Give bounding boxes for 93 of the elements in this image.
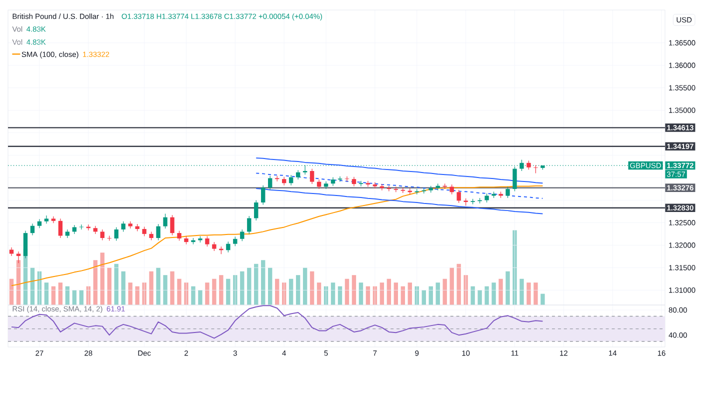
bar [212,278,216,305]
bar [184,282,188,305]
candlestick [352,176,356,187]
candlestick [226,241,230,253]
candlestick [51,216,56,224]
bar [233,275,238,305]
candlestick [100,229,104,241]
bar [470,286,475,305]
candlestick [296,170,300,180]
bar [394,282,398,305]
bar [226,278,230,305]
bar [128,282,132,305]
bar [191,286,196,305]
candlestick [240,229,244,242]
candlestick [261,185,266,206]
candlestick [310,168,314,184]
bar [492,282,496,305]
bar [330,282,336,305]
bar [386,278,392,305]
candlestick [44,215,49,224]
candlestick [254,200,258,221]
bar [526,282,531,305]
bar [114,264,118,305]
bar [261,260,266,305]
bar [436,282,440,305]
bar [170,271,174,305]
candlestick [372,182,378,189]
bar [100,252,104,305]
bar [540,294,545,305]
bar [344,278,350,305]
bar [177,278,182,305]
candlestick [456,190,461,204]
bar [240,271,244,305]
candlestick [344,176,350,182]
candlestick [233,236,238,246]
bar [512,230,517,305]
bar [163,275,168,305]
candlestick [288,174,294,186]
candlestick [121,221,126,232]
bar [450,268,454,305]
candlestick [247,216,252,234]
candlestick [16,251,21,264]
candlestick [30,223,35,236]
bar [408,282,412,305]
bar [58,282,63,305]
candlestick [358,180,364,187]
bar [121,271,126,305]
bar [310,271,314,305]
candlestick [506,186,510,198]
bar [534,282,538,305]
bar [520,278,524,305]
bar [268,268,272,305]
bar [484,286,489,305]
candlestick [177,230,182,241]
candlestick [450,184,454,195]
bar [142,282,146,305]
bar [352,275,356,305]
candlestick [324,181,328,190]
bar [93,260,98,305]
bar [478,290,482,305]
bar [442,278,447,305]
candlestick [205,236,210,247]
candlestick [156,224,160,241]
bar [107,268,112,305]
bar [302,268,308,305]
candlestick [163,213,168,229]
candlestick [170,214,174,236]
bar [149,271,154,305]
bar [456,264,461,305]
bar [380,282,384,305]
bar [247,268,252,305]
bar [219,275,224,305]
candlestick [338,176,342,182]
bar [296,275,300,305]
bar [254,264,258,305]
bar [358,282,364,305]
candlestick [366,180,370,188]
bar [464,275,468,305]
candlestick [386,186,392,192]
bar [44,282,49,305]
bar [135,286,140,305]
bar [316,282,322,305]
bar [506,271,510,305]
bar [198,290,202,305]
candlestick [58,218,63,238]
bar [288,278,294,305]
candlestick [114,226,118,241]
bar [205,282,210,305]
bar [275,278,280,305]
bar [498,278,503,305]
candlestick [268,176,272,190]
bar [156,268,160,305]
candlestick [142,226,146,236]
